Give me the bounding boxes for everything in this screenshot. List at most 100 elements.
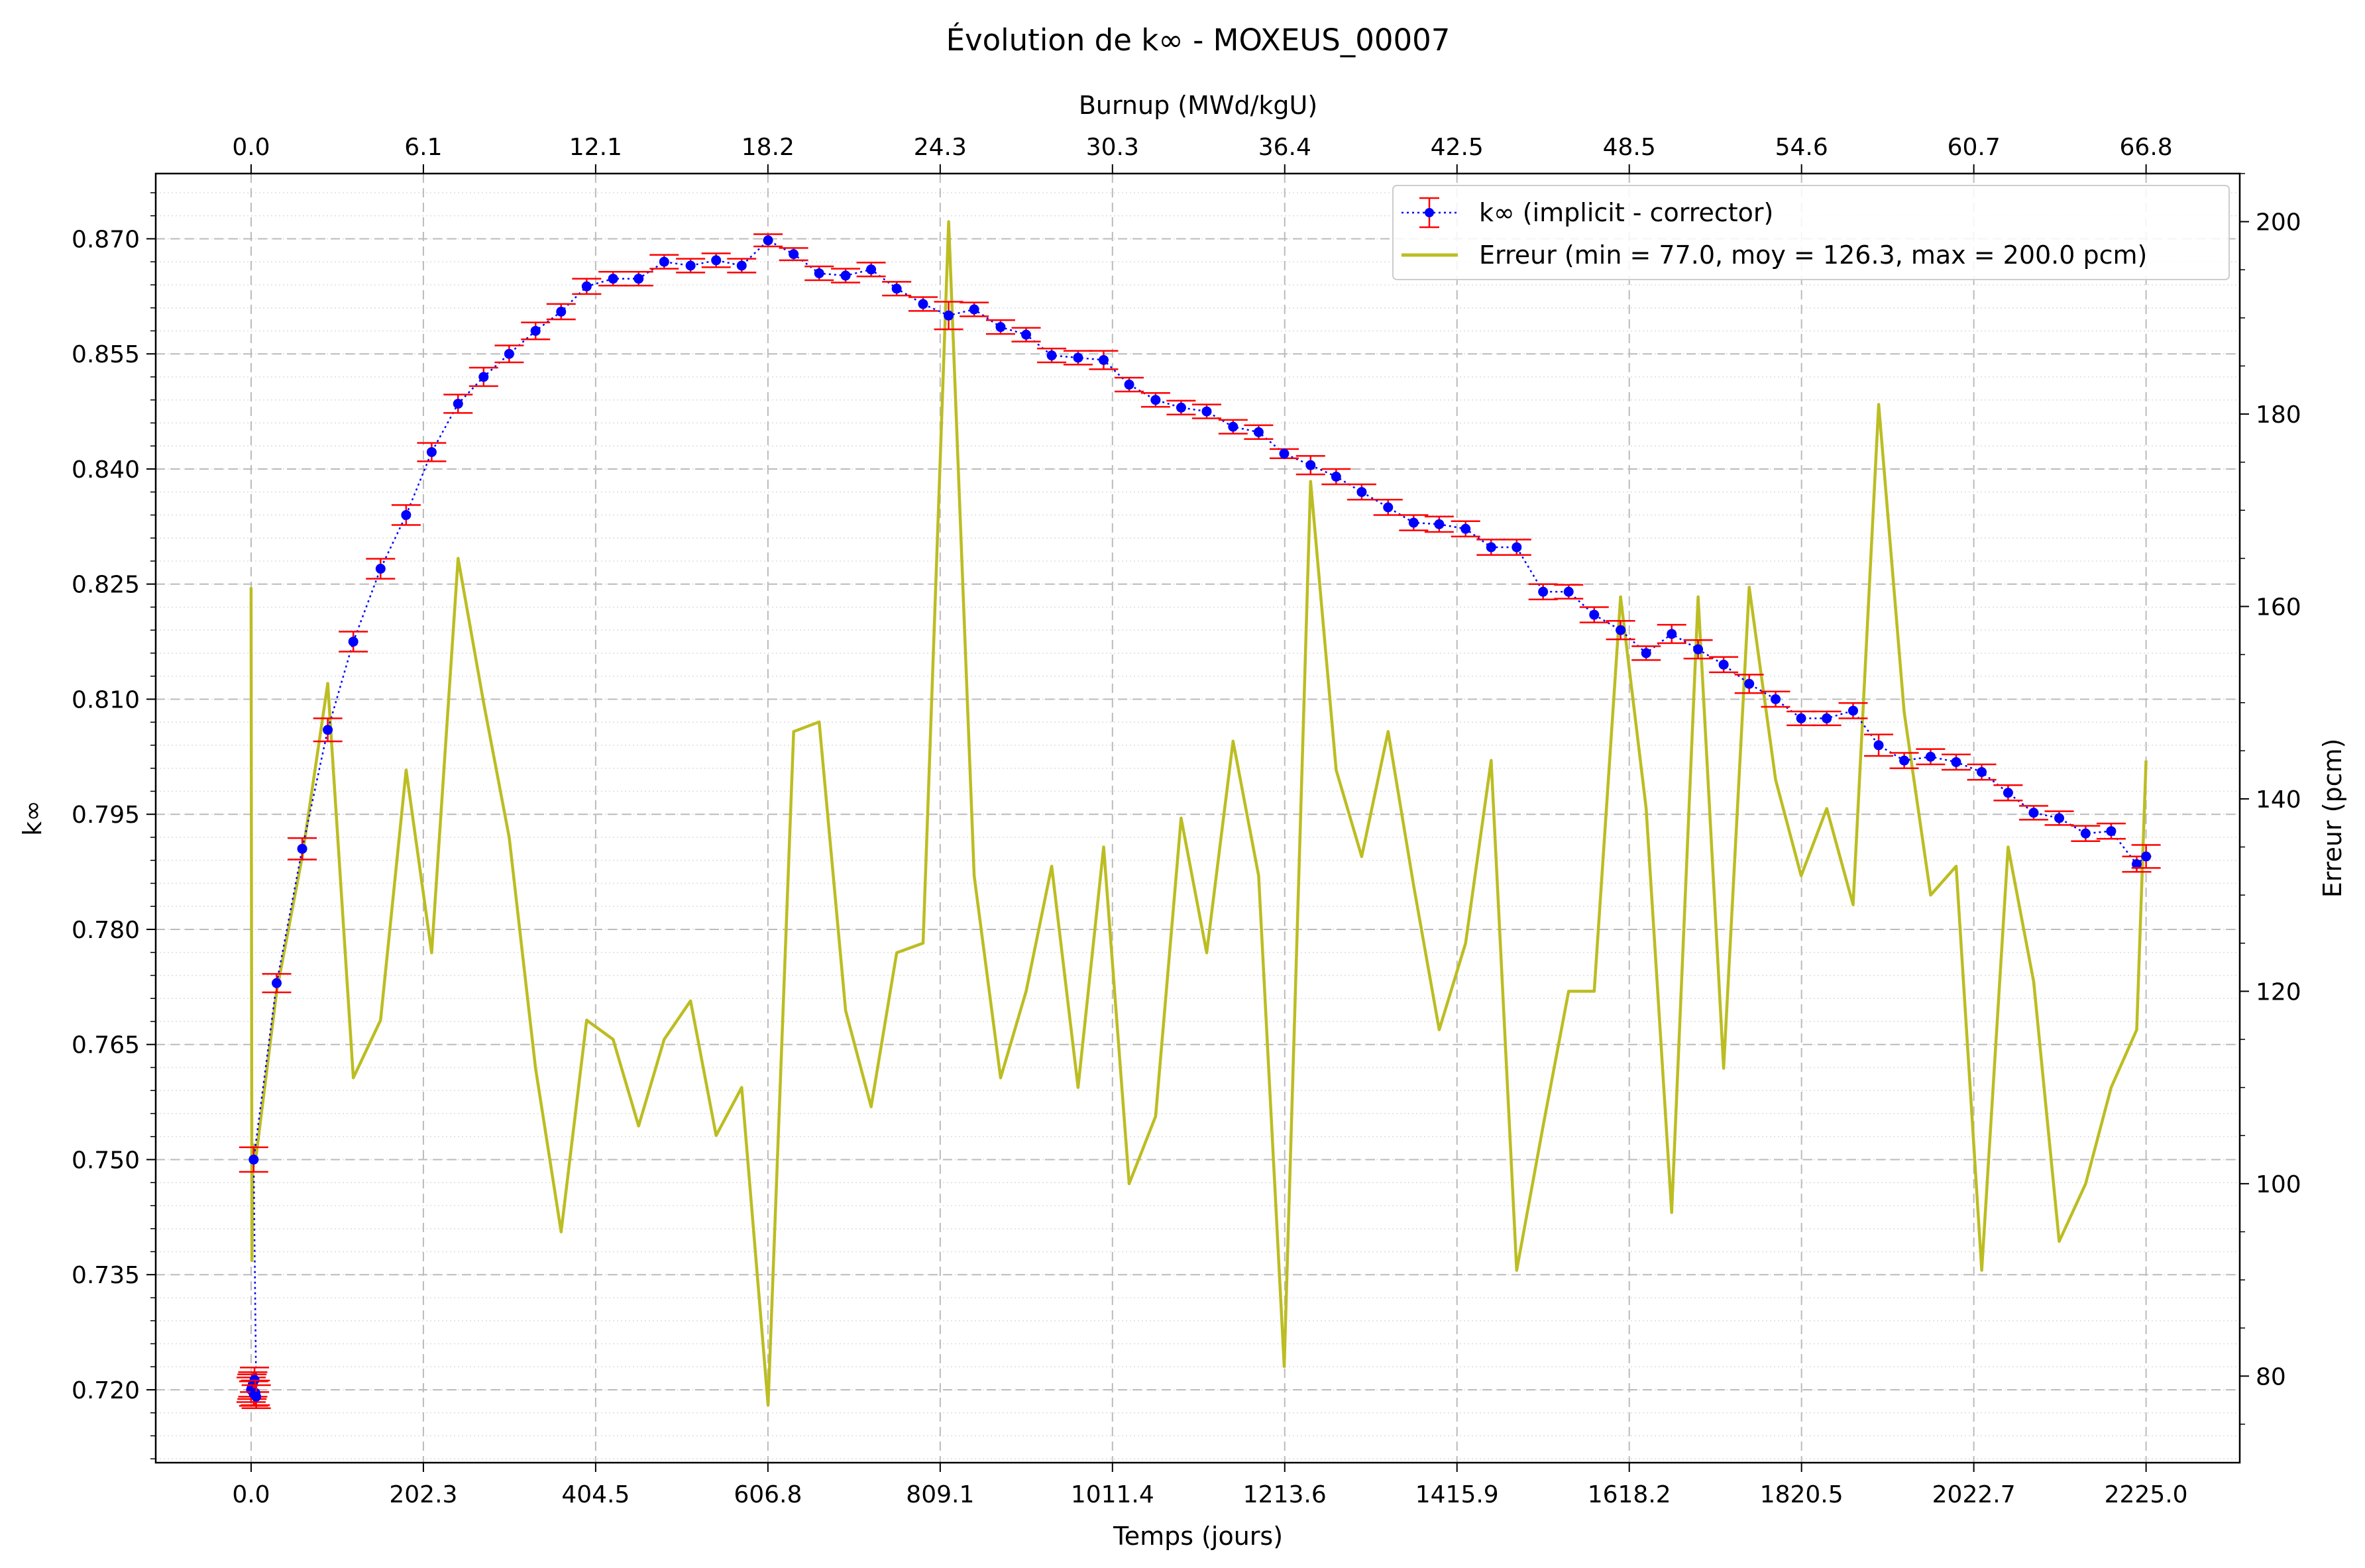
plot-frame (154, 172, 2241, 1464)
kinf-point (375, 564, 386, 574)
plot-area (236, 220, 2161, 1410)
top-tick-label: 12.1 (569, 134, 622, 161)
kinf-point (2131, 859, 2142, 869)
top-tick-label: 54.6 (1775, 134, 1828, 161)
kinf-point (659, 256, 669, 267)
x-tick-label: 202.3 (389, 1481, 457, 1508)
kinf-point (1667, 629, 1677, 639)
x-tick-label: 1820.5 (1760, 1481, 1843, 1508)
top-tick-label: 6.1 (404, 134, 442, 161)
kinf-point (1383, 502, 1394, 513)
top-tick-label: 66.8 (2120, 134, 2173, 161)
kinf-point (789, 249, 799, 260)
kinf-point (1356, 487, 1367, 497)
kinf-point (426, 446, 437, 457)
kinf-point (1460, 523, 1471, 534)
y-tick-label: 0.870 (72, 226, 140, 253)
kinf-point (478, 372, 489, 382)
kinf-point (1873, 740, 1884, 751)
axes: 0.720 0.735 0.750 0.765 0.780 0.795 0.810 0.825… (72, 134, 2301, 1508)
top-tick-label: 42.5 (1431, 134, 1484, 161)
y2-tick-label: 80 (2256, 1363, 2286, 1390)
kinf-point (1589, 609, 1600, 620)
error-line (249, 220, 2148, 1407)
top-tick-label: 30.3 (1086, 134, 1139, 161)
kinf-point (530, 325, 541, 336)
x-tick-label: 1618.2 (1588, 1481, 1671, 1508)
kinf-point (1098, 354, 1109, 365)
legend-k-label: k∞ (implicit - corrector) (1479, 198, 1773, 227)
x-tick-label: 1213.6 (1243, 1481, 1327, 1508)
kinf-point (866, 264, 877, 275)
kinf-point (711, 255, 722, 266)
kinf-point (608, 274, 618, 284)
kinf-point (633, 274, 644, 284)
kinf-point (1744, 678, 1755, 689)
top-tick-label: 48.5 (1603, 134, 1656, 161)
kinf-point (1693, 644, 1704, 654)
kinf-point (736, 260, 747, 271)
y-tick-label: 0.840 (72, 456, 140, 484)
kinf-point (995, 322, 1006, 333)
kinf-point (1822, 713, 1832, 723)
top-axis-label: Burnup (MWd/kgU) (1079, 91, 1317, 120)
y-axis-label: k∞ (18, 800, 47, 836)
kinf-point (685, 260, 696, 271)
kinf-point (1512, 542, 1522, 552)
kinf-point (581, 281, 592, 291)
kinf-point (2054, 813, 2065, 823)
kinf-point (1796, 713, 1806, 723)
y-tick-label: 0.780 (72, 917, 140, 944)
kinf-point (297, 843, 307, 854)
x-tick-label: 809.1 (906, 1481, 974, 1508)
kinf-point (504, 348, 514, 359)
y-tick-label: 0.750 (72, 1147, 140, 1174)
kinf-point (1899, 755, 1910, 766)
kinf-point (323, 725, 333, 735)
kinf-point (251, 1391, 262, 1402)
kinf-point (1201, 406, 1212, 417)
kinf-point (1150, 395, 1161, 405)
y-tick-label: 0.810 (72, 686, 140, 713)
x-tick-label: 404.5 (561, 1481, 630, 1508)
kinf-point (918, 299, 928, 309)
kinf-point (401, 509, 412, 520)
y2-tick-label: 100 (2256, 1171, 2301, 1198)
top-tick-label: 36.4 (1258, 134, 1311, 161)
x-tick-label: 0.0 (232, 1481, 270, 1508)
kinf-point (1073, 352, 1083, 363)
kinf-point (891, 284, 902, 294)
kinf-point (1305, 460, 1316, 470)
kinf-point (1176, 402, 1186, 413)
chart-title: Évolution de k∞ - MOXEUS_00007 (946, 23, 1451, 58)
kinf-point (2080, 828, 2091, 839)
top-tick-label: 18.2 (742, 134, 795, 161)
kinf-point (763, 235, 773, 246)
kinf-point (1253, 427, 1264, 437)
y2-tick-label: 140 (2256, 786, 2301, 813)
kinf-point (1563, 586, 1574, 597)
kinf-point (1228, 421, 1238, 432)
kinf-point (556, 307, 567, 317)
x-tick-label: 1011.4 (1071, 1481, 1154, 1508)
kinf-point (2003, 788, 2013, 798)
kinf-point (1046, 350, 1057, 361)
kinf-point (248, 1154, 259, 1165)
y-tick-label: 0.720 (72, 1377, 140, 1404)
y-tick-label: 0.825 (72, 572, 140, 599)
top-tick-label: 0.0 (232, 134, 270, 161)
kinf-point (1486, 542, 1496, 552)
kinf-point (1434, 519, 1445, 529)
x-tick-label: 606.8 (734, 1481, 802, 1508)
kinf-point (2141, 851, 2152, 862)
legend-k-marker (1425, 208, 1434, 217)
kinf-point (1279, 448, 1290, 459)
top-tick-label: 60.7 (1948, 134, 2001, 161)
y2-tick-label: 160 (2256, 594, 2301, 621)
y2-axis-label: Erreur (pcm) (2318, 739, 2347, 898)
kinf-point (944, 310, 954, 321)
y-tick-label: 0.795 (72, 802, 140, 829)
kinf-point (2106, 826, 2117, 837)
x-tick-label: 1415.9 (1415, 1481, 1499, 1508)
